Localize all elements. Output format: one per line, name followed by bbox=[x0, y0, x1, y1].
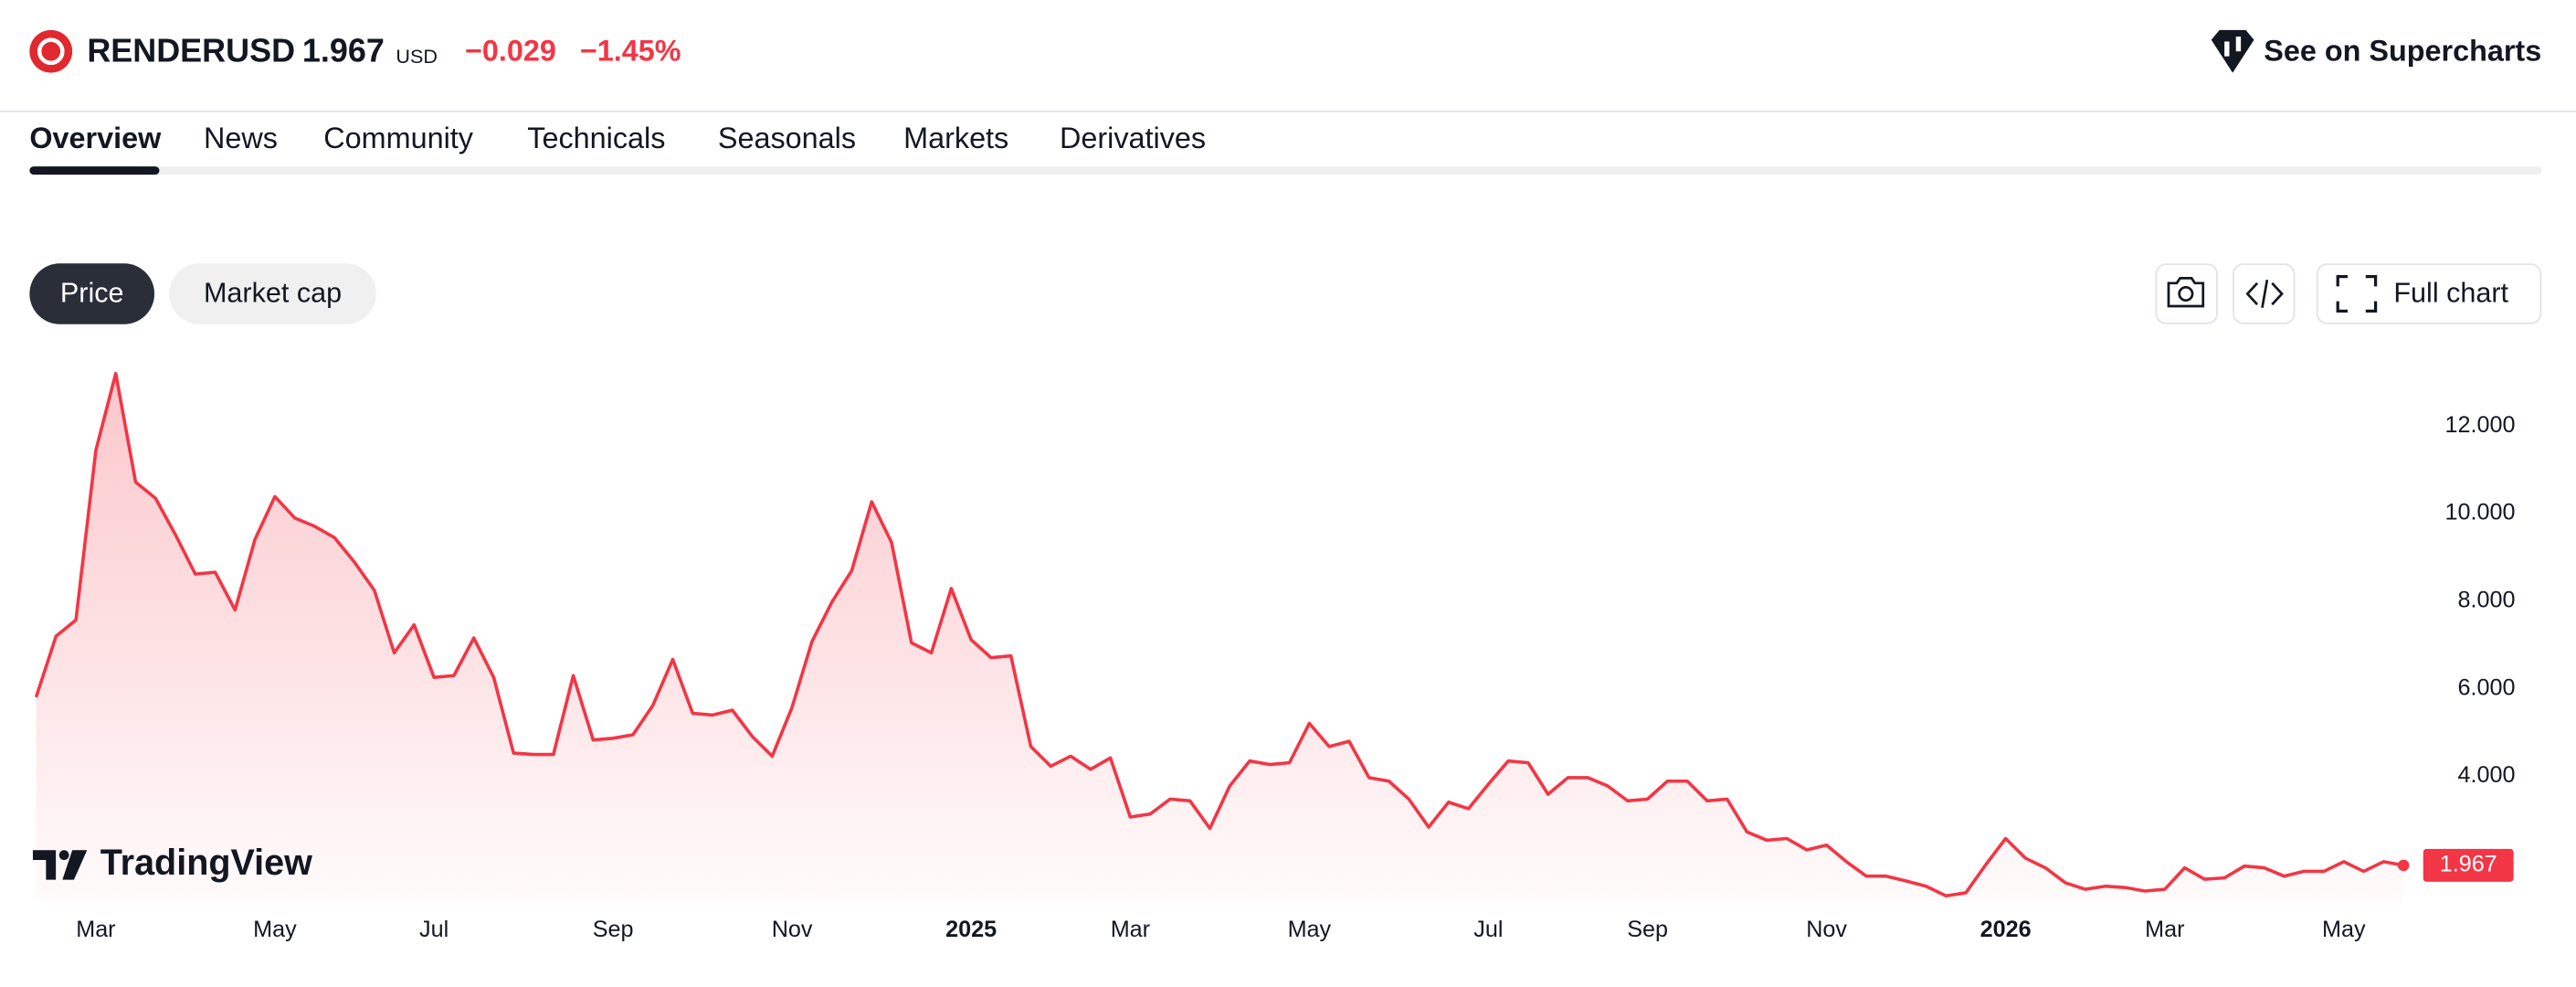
x-tick-label: 2026 bbox=[1980, 917, 2032, 942]
x-tick-label: 2025 bbox=[945, 917, 997, 942]
y-tick-label: 8.000 bbox=[2458, 587, 2516, 612]
code-icon bbox=[2245, 279, 2284, 309]
x-tick-label: Jul bbox=[1473, 917, 1503, 942]
x-tick-label: Jul bbox=[419, 917, 449, 942]
currency: USD bbox=[396, 45, 438, 68]
tab-track bbox=[29, 166, 2542, 175]
full-chart-label[interactable]: Full chart bbox=[2393, 277, 2508, 308]
market-cap-toggle[interactable] bbox=[169, 263, 376, 324]
fullscreen-icon bbox=[2336, 274, 2378, 313]
coin-logo-ring bbox=[37, 37, 65, 66]
x-tick-label: Sep bbox=[593, 917, 634, 942]
y-tick-label: 10.000 bbox=[2445, 500, 2516, 525]
x-tick-label: Sep bbox=[1627, 917, 1668, 942]
watermark-text: TradingView bbox=[100, 843, 312, 883]
tab[interactable]: Community bbox=[323, 122, 473, 154]
full-chart-button[interactable] bbox=[2316, 263, 2542, 324]
x-tick-label: May bbox=[2322, 917, 2366, 942]
change: −0.029 bbox=[465, 35, 556, 68]
x-tick-label: Mar bbox=[2145, 917, 2184, 942]
price-toggle[interactable] bbox=[29, 263, 155, 324]
supercharts-icon-candle bbox=[2235, 37, 2242, 52]
last-price-label: 1.967 bbox=[2440, 852, 2497, 877]
supercharts-icon[interactable] bbox=[2211, 29, 2254, 73]
y-tick-label: 4.000 bbox=[2458, 762, 2516, 788]
symbol: RENDERUSD bbox=[87, 32, 295, 69]
price-toggle-label[interactable]: Price bbox=[60, 277, 124, 308]
last-price-badge bbox=[2423, 848, 2514, 882]
tab[interactable]: Technicals bbox=[527, 122, 665, 154]
price-area bbox=[36, 373, 2404, 902]
tab[interactable]: Seasonals bbox=[718, 122, 856, 154]
logo-mark bbox=[62, 850, 88, 880]
camera-lens bbox=[2178, 285, 2194, 302]
last-price-dot bbox=[2397, 859, 2410, 872]
x-tick-label: May bbox=[1288, 917, 1332, 942]
price-line bbox=[34, 371, 2404, 898]
tab[interactable]: Markets bbox=[903, 122, 1008, 154]
change-percent: −1.45% bbox=[580, 35, 681, 68]
supercharts-link[interactable]: See on Supercharts bbox=[2264, 35, 2541, 68]
x-tick-label: May bbox=[253, 917, 297, 942]
tab-bar: Overview News Community Technicals Seasonals… bbox=[29, 122, 1206, 154]
supercharts-icon-candle bbox=[2224, 41, 2230, 57]
logo-mark bbox=[32, 850, 57, 880]
logo-mark bbox=[58, 850, 69, 861]
market-cap-toggle-label[interactable]: Market cap bbox=[204, 277, 342, 308]
tab[interactable]: Overview bbox=[29, 122, 162, 154]
camera-icon bbox=[2167, 277, 2205, 308]
y-tick-label: 6.000 bbox=[2458, 674, 2516, 700]
price: 1.967 bbox=[302, 32, 385, 69]
x-tick-label: Mar bbox=[1111, 917, 1150, 942]
coin-logo bbox=[29, 29, 73, 73]
tab[interactable]: News bbox=[204, 122, 278, 154]
y-tick-label: 12.000 bbox=[2445, 412, 2516, 438]
x-tick-label: Nov bbox=[772, 917, 813, 942]
snapshot-button[interactable] bbox=[2155, 263, 2218, 324]
tab[interactable]: Derivatives bbox=[1060, 122, 1206, 154]
watermark-logo: TradingView bbox=[32, 843, 312, 883]
x-tick-label: Nov bbox=[1806, 917, 1847, 942]
tab-active-indicator bbox=[29, 166, 160, 175]
x-tick-label: Mar bbox=[76, 917, 115, 942]
chart: 4.000 6.000 8.000 10.000 12.000 Mar May Jul Sep N… bbox=[34, 371, 2516, 942]
